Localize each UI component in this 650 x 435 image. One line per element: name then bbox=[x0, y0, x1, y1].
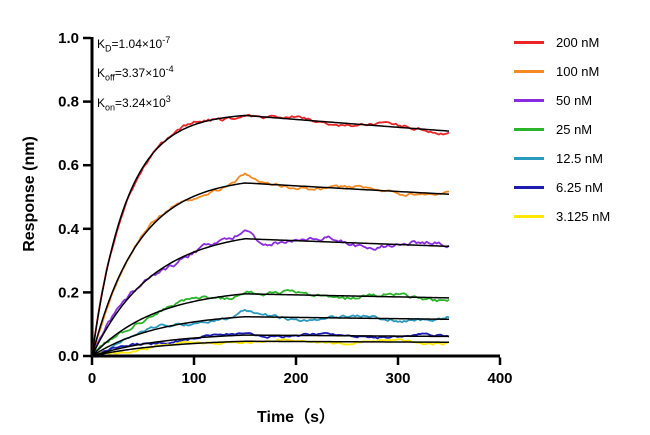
kd-line: KD=1.04×10-7 bbox=[97, 35, 171, 54]
legend-label: 200 nM bbox=[556, 35, 600, 50]
legend-item: 12.5 nM bbox=[514, 144, 610, 173]
svg-text:400: 400 bbox=[487, 370, 512, 387]
fit-curve bbox=[91, 315, 450, 357]
legend-item: 25 nM bbox=[514, 115, 610, 144]
fit-curve bbox=[91, 340, 450, 357]
legend-item: 6.25 nM bbox=[514, 173, 610, 202]
koff-symbol: K bbox=[97, 66, 106, 81]
legend-label: 12.5 nM bbox=[556, 151, 603, 166]
kon-symbol: K bbox=[97, 95, 106, 110]
kon-line: Kon=3.24×103 bbox=[97, 93, 171, 113]
svg-text:300: 300 bbox=[385, 370, 410, 387]
svg-text:0.2: 0.2 bbox=[58, 284, 79, 301]
legend-label: 100 nM bbox=[556, 64, 600, 79]
svg-text:0.8: 0.8 bbox=[58, 94, 79, 111]
legend-swatch bbox=[514, 99, 544, 102]
svg-text:100: 100 bbox=[181, 370, 206, 387]
fit-curve bbox=[91, 334, 450, 357]
kinetics-constants: KD=1.04×10-7 Koff=3.37×10-4 Kon=3.24×103 bbox=[97, 30, 174, 118]
kd-symbol: K bbox=[97, 37, 106, 51]
koff-line: Koff=3.37×10-4 bbox=[97, 64, 174, 83]
data-trace bbox=[91, 332, 450, 357]
svg-text:200: 200 bbox=[283, 370, 308, 387]
x-axis-title: Time（s） bbox=[257, 409, 335, 426]
legend-swatch bbox=[514, 215, 544, 218]
svg-text:0: 0 bbox=[88, 370, 96, 387]
legend-label: 3.125 nM bbox=[556, 209, 611, 224]
fit-curve bbox=[91, 114, 450, 357]
legend: 200 nM 100 nM 50 nM 25 nM 12.5 nM 6.25 nM 3.12… bbox=[514, 28, 610, 231]
legend-item: 100 nM bbox=[514, 57, 610, 86]
legend-item: 50 nM bbox=[514, 86, 610, 115]
data-trace bbox=[91, 172, 450, 357]
y-axis-title: Response (nm) bbox=[21, 136, 38, 252]
svg-text:0.4: 0.4 bbox=[58, 221, 80, 238]
data-trace bbox=[91, 308, 450, 357]
svg-text:0.6: 0.6 bbox=[58, 157, 79, 174]
legend-swatch bbox=[514, 157, 544, 160]
legend-swatch bbox=[514, 70, 544, 73]
legend-label: 6.25 nM bbox=[556, 180, 603, 195]
svg-text:0.0: 0.0 bbox=[58, 348, 79, 365]
fit-curve bbox=[91, 237, 450, 357]
data-trace bbox=[91, 289, 450, 357]
svg-text:1.0: 1.0 bbox=[58, 30, 79, 47]
legend-label: 25 nM bbox=[556, 122, 593, 137]
legend-item: 200 nM bbox=[514, 28, 610, 57]
fit-curve bbox=[91, 182, 450, 357]
legend-swatch bbox=[514, 128, 544, 131]
legend-item: 3.125 nM bbox=[514, 202, 610, 231]
legend-label: 50 nM bbox=[556, 93, 593, 108]
legend-swatch bbox=[514, 41, 544, 44]
legend-swatch bbox=[514, 186, 544, 189]
fit-curve bbox=[91, 293, 450, 357]
